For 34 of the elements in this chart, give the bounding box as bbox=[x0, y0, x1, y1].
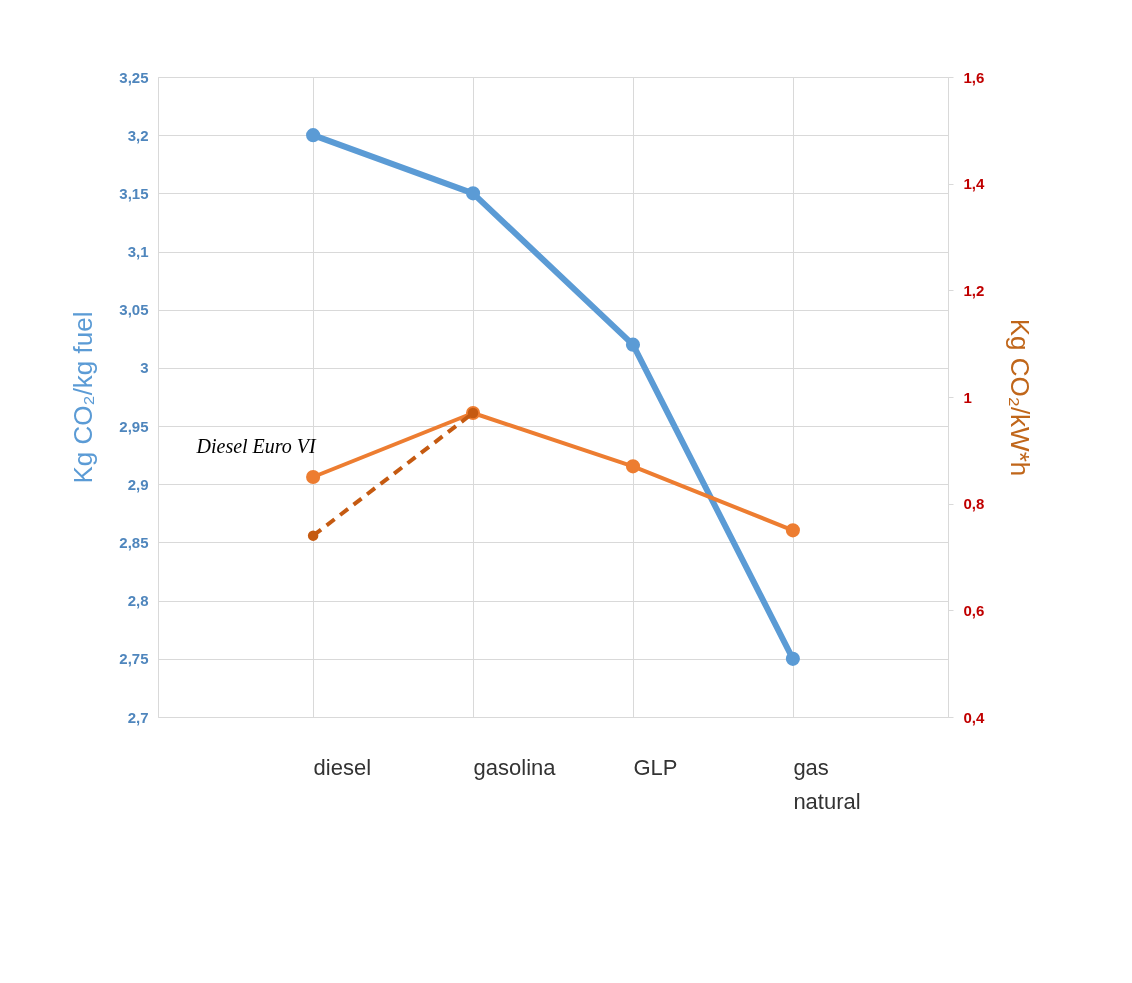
y2-axis-title: Kg CO₂/kW*h bbox=[1005, 318, 1036, 477]
x-tick-label: diesel bbox=[313, 754, 372, 780]
x-tick-label: gas natural bbox=[793, 754, 861, 814]
y-axis-title: Kg CO₂/kg fuel bbox=[68, 311, 99, 484]
point bbox=[306, 128, 321, 143]
y-tick-label: 3,15 bbox=[119, 184, 149, 202]
point bbox=[625, 337, 641, 352]
y-tick-label: 2,85 bbox=[119, 533, 149, 551]
y-tick-label: 3,2 bbox=[127, 126, 149, 144]
annotation: Diesel Euro VI bbox=[195, 435, 318, 457]
y2-tick-label: 1,6 bbox=[963, 68, 985, 86]
x-tick-label: GLP bbox=[633, 754, 678, 780]
point bbox=[785, 523, 800, 538]
y2-tick-label: 1,2 bbox=[963, 281, 985, 299]
y-tick-label: 3 bbox=[140, 359, 149, 377]
y-tick-label: 2,8 bbox=[127, 592, 149, 610]
point bbox=[625, 459, 641, 474]
x-tick-label: gasolina bbox=[473, 754, 557, 780]
y-tick-label: 3,1 bbox=[127, 243, 149, 261]
y2-tick-label: 0,8 bbox=[963, 495, 985, 513]
y2-tick-label: 1 bbox=[963, 388, 972, 406]
y-tick-label: 2,75 bbox=[119, 650, 149, 668]
point bbox=[307, 530, 319, 541]
point bbox=[785, 651, 800, 666]
y2-tick-label: 1,4 bbox=[963, 175, 986, 193]
y-tick-label: 2,9 bbox=[127, 475, 149, 493]
point bbox=[465, 186, 481, 201]
y-tick-label: 3,25 bbox=[119, 68, 149, 86]
y2-tick-label: 0,4 bbox=[963, 708, 986, 726]
y-tick-label: 2,95 bbox=[119, 417, 149, 435]
y2-tick-label: 0,6 bbox=[963, 601, 985, 619]
point bbox=[306, 469, 321, 485]
y-tick-label: 2,7 bbox=[127, 708, 149, 726]
y-tick-label: 3,05 bbox=[119, 301, 149, 319]
